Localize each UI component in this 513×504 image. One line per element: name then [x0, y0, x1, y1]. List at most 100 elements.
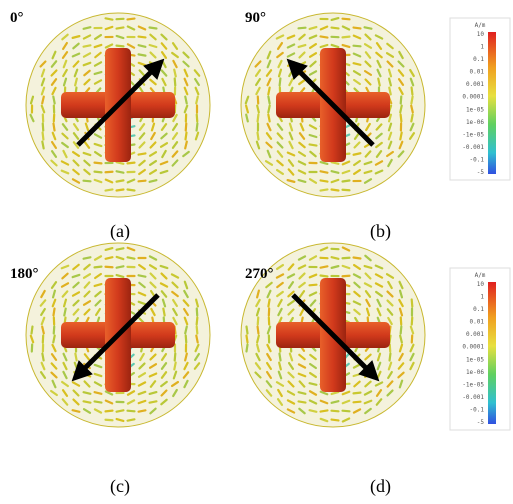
colorbar-label: -0.1	[470, 156, 485, 163]
field-arrow	[268, 300, 269, 307]
field-arrow	[106, 420, 113, 421]
field-arrow	[197, 115, 198, 122]
field-arrow	[117, 171, 124, 172]
field-arrow	[354, 63, 361, 65]
field-arrow	[54, 327, 55, 334]
field-arrow	[279, 354, 280, 361]
field-arrow	[412, 300, 413, 307]
field-arrow	[246, 336, 247, 343]
field-arrow	[332, 162, 339, 164]
field-arrow	[128, 163, 135, 164]
field-arrow	[95, 267, 102, 268]
colorbar-label: 10	[477, 31, 485, 38]
field-arrow	[95, 172, 102, 173]
field-arrow	[321, 180, 328, 181]
field-arrow	[64, 309, 65, 316]
field-arrow	[106, 257, 113, 259]
field-arrow	[246, 345, 247, 352]
field-arrow	[268, 115, 269, 122]
field-arrow	[401, 327, 402, 334]
current-panel	[26, 243, 210, 427]
field-arrow	[354, 46, 361, 47]
field-arrow	[354, 393, 361, 394]
field-arrow	[411, 115, 412, 122]
field-arrow	[343, 190, 350, 191]
field-arrow	[174, 70, 176, 77]
field-arrow	[268, 106, 269, 113]
field-arrow	[268, 97, 269, 104]
field-arrow	[401, 115, 402, 122]
colorbar-label: 0.001	[466, 81, 484, 88]
field-arrow	[310, 383, 317, 385]
field-arrow	[117, 266, 124, 267]
field-arrow	[321, 36, 328, 37]
field-arrow	[186, 336, 187, 343]
field-arrow	[310, 144, 317, 145]
colorbar-label: 1	[480, 294, 484, 301]
field-arrow	[343, 19, 350, 20]
field-arrow	[332, 189, 339, 190]
field-arrow	[258, 327, 259, 334]
phase-label: 270°	[245, 266, 274, 282]
field-arrow	[117, 162, 124, 164]
field-arrow	[400, 133, 401, 140]
current-panel	[241, 13, 425, 197]
field-arrow	[75, 354, 76, 361]
field-arrow	[95, 163, 102, 164]
field-arrow	[332, 28, 339, 29]
colorbar-label: -0.001	[462, 394, 484, 401]
field-arrow	[42, 327, 44, 334]
field-arrow	[246, 115, 248, 122]
field-arrow	[321, 410, 328, 411]
field-arrow	[196, 336, 197, 343]
field-arrow	[84, 257, 91, 258]
field-arrow	[163, 309, 164, 316]
field-arrow	[321, 275, 328, 276]
field-arrow	[378, 79, 379, 86]
field-arrow	[185, 327, 187, 334]
field-arrow	[73, 410, 80, 412]
field-arrow	[186, 124, 187, 131]
field-arrow	[186, 133, 187, 140]
colorbar-label: 0.01	[470, 319, 485, 326]
field-arrow	[197, 327, 198, 334]
field-arrow	[139, 37, 146, 38]
field-arrow	[321, 189, 328, 190]
field-arrow	[139, 153, 146, 154]
colorbar-label: -0.1	[470, 406, 485, 413]
colorbar-label: 1e-06	[466, 369, 484, 376]
phase-label: 0°	[10, 10, 24, 26]
field-arrow	[84, 181, 91, 182]
field-arrow	[412, 318, 413, 325]
field-arrow	[343, 276, 350, 277]
field-arrow	[310, 285, 317, 286]
field-arrow	[354, 402, 361, 403]
subfigure-caption: (c)	[110, 476, 130, 497]
field-arrow	[401, 97, 402, 104]
field-arrow	[128, 411, 135, 412]
field-arrow	[84, 392, 91, 394]
phase-label: 90°	[245, 10, 266, 26]
field-arrow	[150, 401, 157, 402]
field-arrow	[299, 401, 306, 402]
field-arrow	[106, 18, 113, 19]
colorbar-scale	[488, 32, 496, 174]
colorbar-label: 1e-05	[466, 356, 484, 363]
field-arrow	[117, 248, 124, 249]
colorbar-label: 0.01	[470, 69, 485, 76]
field-arrow	[139, 275, 146, 276]
field-arrow	[258, 133, 259, 140]
field-arrow	[175, 79, 176, 86]
field-arrow	[185, 142, 187, 149]
field-arrow	[390, 354, 391, 361]
field-arrow	[139, 54, 146, 55]
colorbar-label: 10	[477, 281, 485, 288]
field-arrow	[299, 28, 306, 29]
subfigure-caption: (b)	[370, 221, 391, 242]
colorbar-label: 1e-05	[466, 106, 484, 113]
field-arrow	[84, 45, 91, 46]
field-arrow	[389, 88, 390, 95]
field-arrow	[128, 19, 135, 20]
field-arrow	[106, 267, 113, 268]
field-arrow	[42, 142, 43, 149]
